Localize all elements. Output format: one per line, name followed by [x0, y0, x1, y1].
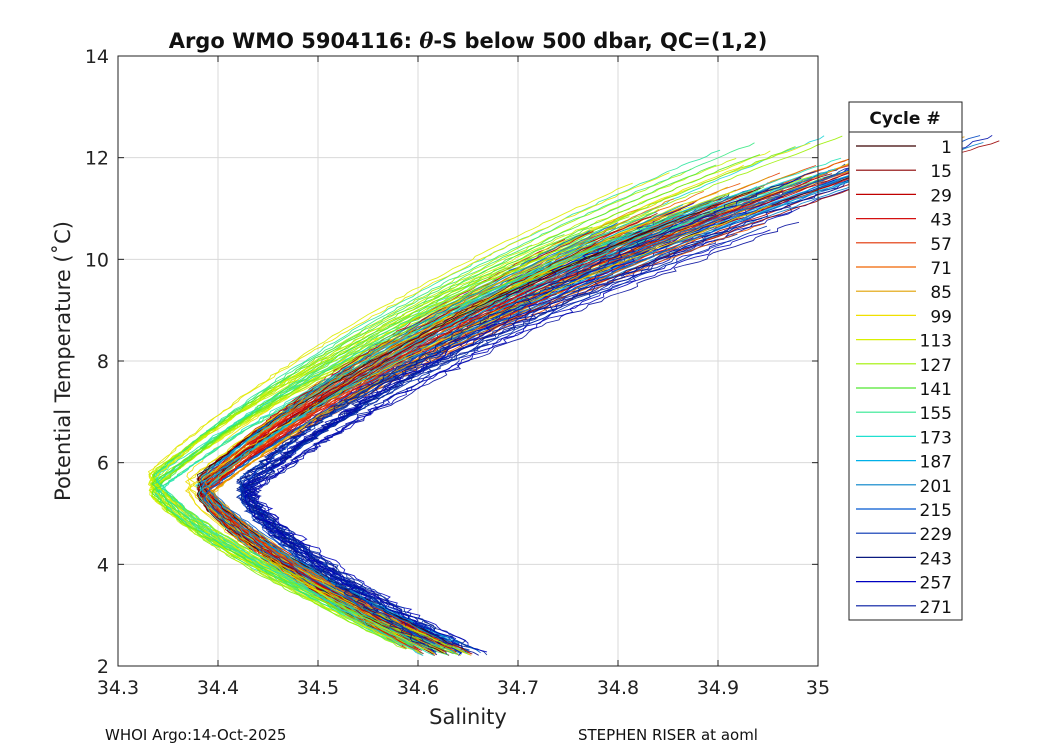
- profile-line: [186, 205, 772, 655]
- profile-line: [151, 208, 660, 655]
- x-tick-label: 34.5: [297, 677, 339, 699]
- footer-credit-left: WHOI Argo:14-Oct-2025: [105, 726, 287, 744]
- x-axis-label: Salinity: [429, 705, 507, 729]
- profile-line: [148, 150, 771, 655]
- axis-ticks: 34.3 34.4 34.5 34.6 34.7 34.8 34.9 35 2 4 6 8 10 12 14: [85, 46, 830, 699]
- y-tick-label: 14: [85, 46, 109, 68]
- y-tick-label: 12: [85, 148, 109, 170]
- x-tick-label: 35: [806, 677, 830, 699]
- legend-label: 99: [930, 307, 952, 327]
- legend-label: 271: [920, 598, 952, 618]
- profile-line: [149, 223, 658, 651]
- legend-label: 43: [930, 211, 952, 231]
- legend-label: 215: [920, 501, 952, 521]
- profile-line: [239, 225, 768, 645]
- profile-line: [199, 136, 949, 653]
- x-tick-label: 34.9: [697, 677, 739, 699]
- profile-line: [243, 135, 993, 654]
- chart-title-prefix: Argo WMO 5904116:: [169, 29, 420, 53]
- profile-line: [147, 172, 670, 649]
- profile-line: [244, 229, 771, 646]
- profile-line: [204, 167, 855, 645]
- legend-label: 127: [920, 356, 952, 376]
- profile-line: [240, 193, 781, 652]
- profile-line: [200, 222, 618, 644]
- chart-title-suffix: -S below 500 dbar, QC=(1,2): [433, 29, 767, 53]
- theta-symbol: θ: [419, 28, 433, 53]
- profile-line: [240, 167, 841, 647]
- legend-label: 187: [920, 453, 952, 473]
- x-tick-label: 34.6: [397, 677, 439, 699]
- legend-label: 57: [930, 235, 952, 255]
- profile-line: [153, 142, 755, 647]
- legend-label: 85: [930, 283, 952, 303]
- legend-label: 113: [920, 332, 952, 352]
- x-tick-label: 34.7: [497, 677, 539, 699]
- legend: Cycle # 1 15 29 43 57 71 85 99 113 127 141 155 173 18…: [848, 101, 963, 621]
- y-tick-label: 6: [97, 453, 109, 475]
- legend-label: 155: [920, 404, 952, 424]
- profile-line: [156, 157, 842, 656]
- y-tick-label: 8: [97, 351, 109, 373]
- profile-line: [239, 135, 981, 652]
- legend-label: 15: [930, 162, 952, 182]
- legend-label: 1: [941, 138, 952, 158]
- profile-line: [151, 154, 761, 656]
- legend-label: 173: [920, 428, 952, 448]
- profile-line: [204, 198, 675, 654]
- footer-credit-right: STEPHEN RISER at aoml: [578, 726, 758, 744]
- y-axis-label: Potential Temperature (˚C): [51, 221, 75, 501]
- profile-line: [243, 177, 802, 646]
- profile-line: [152, 212, 655, 656]
- chart-title: Argo WMO 5904116: θ-S below 500 dbar, QC…: [169, 28, 768, 53]
- legend-label: 71: [930, 259, 952, 279]
- profile-line: [197, 226, 652, 655]
- legend-entries: 1 15 29 43 57 71 85 99 113 127 141 155 173 187 201 215 2…: [856, 138, 952, 618]
- legend-label: 257: [920, 574, 952, 594]
- x-tick-label: 34.4: [197, 677, 239, 699]
- legend-label: 229: [920, 525, 952, 545]
- y-tick-label: 2: [97, 656, 109, 678]
- profile-line: [242, 218, 762, 649]
- legend-label: 29: [930, 186, 952, 206]
- series-group: [147, 135, 1000, 657]
- y-tick-label: 10: [85, 249, 109, 271]
- profile-line: [187, 244, 607, 646]
- legend-label: 141: [920, 380, 952, 400]
- y-tick-label: 4: [97, 554, 109, 576]
- legend-label: 201: [920, 477, 952, 497]
- profile-line: [201, 163, 868, 644]
- x-tick-label: 34.3: [97, 677, 139, 699]
- profile-line: [200, 189, 751, 652]
- legend-title: Cycle #: [869, 109, 940, 129]
- x-tick-label: 34.8: [597, 677, 639, 699]
- legend-label: 243: [920, 549, 952, 569]
- profile-line: [155, 222, 617, 654]
